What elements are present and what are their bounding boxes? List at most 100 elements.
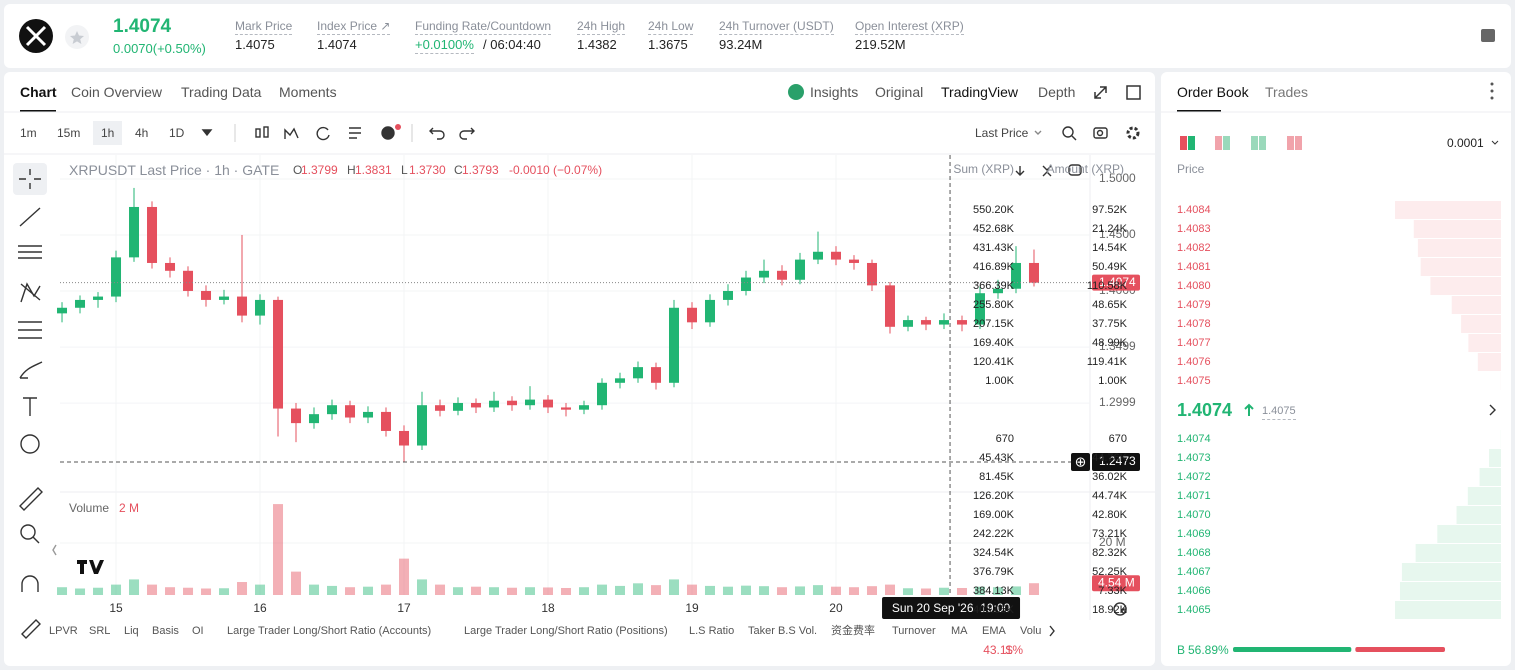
book-price: 1.4068 (1177, 547, 1211, 559)
candle-body (596, 382, 607, 406)
candle-body (363, 411, 374, 418)
layout-icon[interactable] (1215, 136, 1222, 150)
window-icon[interactable] (1126, 85, 1141, 100)
indicator[interactable]: Taker B.S Vol. (748, 625, 818, 637)
layout-icon[interactable] (1180, 136, 1187, 150)
volume-bar (417, 579, 428, 595)
candle-body (525, 399, 536, 406)
depth-bar (1468, 334, 1501, 352)
book-amount: 119.41K (1086, 356, 1127, 368)
volume-bar (237, 582, 248, 595)
candle-body (327, 405, 338, 415)
indicator[interactable]: OI (192, 625, 204, 637)
chart-tab[interactable]: Chart (20, 84, 57, 100)
book-sum: 169.40K (973, 337, 1014, 349)
book-price: 1.4065 (1177, 604, 1211, 616)
book-price: 1.4083 (1177, 223, 1211, 235)
volume-bar (668, 579, 679, 595)
book-amount: 48.99K (1092, 337, 1127, 349)
depth-bar (1401, 563, 1501, 581)
expand-icon[interactable] (1094, 86, 1107, 99)
stat-value: 1.4075 (235, 37, 275, 52)
book-price: 1.4080 (1177, 280, 1211, 292)
volume-bar (219, 588, 230, 595)
candle-body (93, 296, 104, 300)
crosshair-tag (1092, 452, 1140, 471)
view-tab[interactable]: Insights (810, 84, 859, 100)
candle-body (794, 259, 805, 280)
indicator[interactable]: Liq (124, 625, 139, 637)
interval[interactable]: 1h (93, 121, 123, 145)
book-price: 1.4076 (1177, 356, 1211, 368)
interval[interactable]: 1m (20, 126, 37, 140)
precision[interactable]: 0.0001 (1447, 136, 1484, 150)
chart-tab[interactable]: Trading Data (181, 84, 262, 100)
view-tab[interactable]: Depth (1038, 84, 1076, 100)
x-tick-label: 20 (829, 601, 843, 615)
indicator[interactable]: Turnover (892, 625, 936, 637)
book-price: 1.4067 (1177, 566, 1211, 578)
price-type[interactable]: Last Price (975, 126, 1029, 140)
sell-ratio-bar (1355, 647, 1445, 652)
volume-bar (183, 587, 194, 595)
volume-bar (399, 558, 410, 595)
book-tab[interactable]: Trades (1265, 84, 1309, 100)
stat-label: Open Interest (XRP) (855, 19, 964, 35)
indicator[interactable]: Large Trader Long/Short Ratio (Accounts) (227, 625, 432, 637)
candle-body (776, 270, 787, 280)
indicator[interactable]: Volu (1020, 625, 1042, 637)
more-icon[interactable] (1490, 96, 1494, 100)
y-tick-label: 1.3499 (1099, 339, 1136, 353)
col-head: Sum (XRP) (953, 162, 1014, 176)
layout-icon[interactable] (1251, 136, 1258, 150)
book-price: 1.4079 (1177, 299, 1211, 311)
volume-bar (632, 583, 643, 595)
layout-icon[interactable] (1287, 136, 1294, 150)
candle-body (974, 293, 985, 325)
volume-bar (453, 587, 464, 595)
book-price: 1.4082 (1177, 242, 1211, 254)
interval[interactable]: 1D (169, 126, 185, 140)
candle-body (578, 405, 589, 410)
chart-tab[interactable]: Moments (279, 84, 337, 100)
view-tab[interactable]: Original (875, 84, 924, 100)
volume-bar (561, 587, 572, 595)
candle-body (309, 414, 320, 424)
candle-body (147, 206, 158, 263)
indicator[interactable]: SRL (89, 625, 111, 637)
volume-bar (489, 587, 500, 595)
book-sum: 169.00K (973, 509, 1014, 521)
candle-body (632, 367, 643, 379)
volume-last-tag (1092, 575, 1140, 592)
y-tick-label: 20 M (1099, 535, 1126, 549)
volume-bar (776, 587, 787, 595)
volume-bar (471, 586, 482, 595)
chart-tab[interactable]: Coin Overview (71, 84, 163, 100)
indicator[interactable]: Large Trader Long/Short Ratio (Positions… (464, 625, 668, 637)
book-sum: 403.05K (973, 604, 1014, 616)
stat-value: 1.3675 (648, 37, 688, 52)
indicator[interactable]: 资金费率 (831, 625, 875, 637)
view-tab[interactable]: TradingView (941, 84, 1019, 100)
candle-body (111, 257, 122, 297)
volume-bar (273, 504, 284, 595)
indicator[interactable]: Basis (152, 625, 179, 637)
candle-body (399, 430, 410, 446)
book-amount: 7.33K (1098, 585, 1127, 597)
interval[interactable]: 4h (135, 126, 149, 140)
indicator[interactable]: MA (951, 625, 968, 637)
indicator[interactable]: EMA (982, 625, 1006, 637)
interval[interactable]: 15m (57, 126, 81, 140)
buy-ratio: 56.89% (1188, 643, 1229, 657)
volume-bar (920, 588, 931, 595)
stat-value: 1.4074 (317, 37, 357, 52)
indicator[interactable]: LPVR (49, 625, 78, 637)
price-change: 0.0070(+0.50%) (113, 41, 206, 56)
indicator[interactable]: L.S Ratio (689, 625, 735, 637)
candle-body (165, 262, 176, 271)
ohlc-value: 1.3730 (409, 163, 446, 177)
drawing-tools[interactable] (13, 163, 57, 639)
book-tab[interactable]: Order Book (1177, 84, 1249, 100)
candle-body (273, 299, 284, 409)
notes-icon[interactable] (1481, 29, 1495, 42)
